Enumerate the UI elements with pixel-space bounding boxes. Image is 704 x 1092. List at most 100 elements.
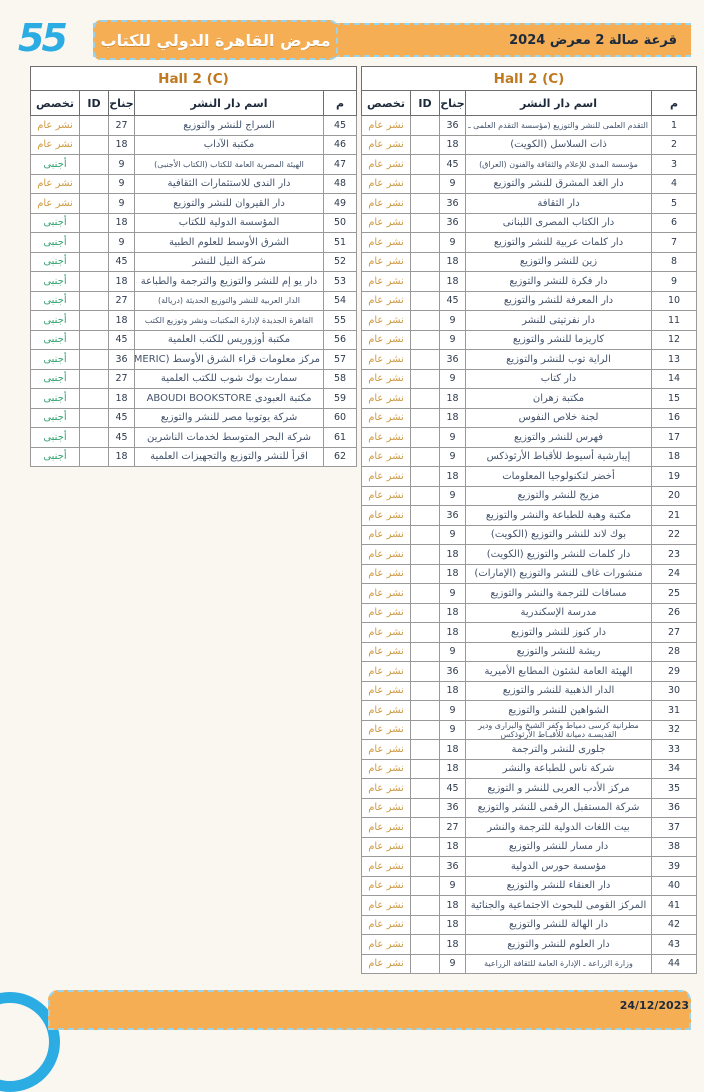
cell-publisher-name: شركة البحر المتوسط لخدمات الناشرين	[134, 427, 324, 448]
cell-publisher-name: شركة المستقبل الرقمى للنشر والتوزيع	[465, 797, 652, 818]
cell-booth: 18	[439, 134, 466, 155]
cell-spec: نشر عام	[361, 583, 411, 604]
cell-booth: 18	[439, 271, 466, 292]
cell-booth: 18	[108, 310, 135, 331]
cell-id	[79, 193, 109, 214]
cell-spec: نشر عام	[361, 875, 411, 896]
cell-publisher-name: دار مسار للنشر والتوزيع	[465, 836, 652, 857]
table-row: 24 منشورات غاف للنشر والتوزيع (الإمارات) 1…	[361, 563, 697, 584]
cell-spec: نشر عام	[361, 485, 411, 506]
table-row: 11 دار نفرتيتى للنشر 9 نشر عام	[361, 310, 697, 331]
cell-id	[410, 271, 440, 292]
cell-id	[410, 193, 440, 214]
cell-publisher-name: مسافات للترجمة والنشر والتوزيع	[465, 583, 652, 604]
cell-spec: نشر عام	[361, 856, 411, 877]
cell-publisher-name: مكتبة أوزوريس للكتب العلمية	[134, 329, 324, 350]
cell-booth: 45	[439, 778, 466, 799]
cell-booth: 18	[439, 622, 466, 643]
cell-publisher-name: الراية توب للنشر والتوزيع	[465, 349, 652, 370]
cell-booth: 45	[108, 251, 135, 272]
cell-publisher-name: دار القيروان للنشر والتوزيع	[134, 193, 324, 214]
cell-spec: نشر عام	[361, 329, 411, 350]
cell-spec: نشر عام	[361, 193, 411, 214]
cell-num: 14	[651, 368, 697, 389]
table-row: 23 دار كلمات للنشر والتوزيع (الكويت) 18 نشر…	[361, 544, 697, 565]
cell-publisher-name: شركة ناس للطباعة والنشر	[465, 758, 652, 779]
cell-num: 17	[651, 427, 697, 448]
table-row: 32 مطرانية كرسى دمياط وكفر الشيخ والبرارى…	[361, 719, 697, 740]
cell-booth: 18	[439, 836, 466, 857]
hall-header-row: Hall 2 (C)	[361, 66, 697, 91]
cell-spec: نشر عام	[361, 836, 411, 857]
cell-id	[79, 407, 109, 428]
col-header-booth: جناح	[439, 90, 466, 116]
cell-id	[79, 154, 109, 175]
cell-id	[79, 271, 109, 292]
cell-publisher-name: دار العلوم للنشر والتوزيع	[465, 934, 652, 955]
cell-num: 35	[651, 778, 697, 799]
table-row: 44 وزارة الزراعة ـ الإدارة العامة للثقافة…	[361, 953, 697, 974]
table-row: 39 مؤسسة حورس الدولية 36 نشر عام	[361, 856, 697, 877]
table-row: 41 المركز القومى للبحوث الاجتماعية والجنا…	[361, 895, 697, 916]
cell-publisher-name: دار العنقاء للنشر والتوزيع	[465, 875, 652, 896]
table-row: 35 مركز الأدب العربى للنشر و التوزيع 45 نشر…	[361, 778, 697, 799]
cell-num: 54	[323, 290, 357, 311]
cell-spec: نشر عام	[361, 173, 411, 194]
cell-booth: 9	[439, 641, 466, 662]
cell-id	[410, 134, 440, 155]
cell-spec: نشر عام	[361, 290, 411, 311]
cell-publisher-name: دار نفرتيتى للنشر	[465, 310, 652, 331]
cell-num: 36	[651, 797, 697, 818]
table-row: 26 مدرسة الإسكندرية 18 نشر عام	[361, 602, 697, 623]
cell-publisher-name: شركة النيل للنشر	[134, 251, 324, 272]
cell-num: 21	[651, 505, 697, 526]
cell-num: 49	[323, 193, 357, 214]
column-header-row: م اسم دار النشر جناح ID تخصص	[30, 90, 357, 116]
cell-booth: 9	[439, 446, 466, 467]
table-row: 34 شركة ناس للطباعة والنشر 18 نشر عام	[361, 758, 697, 779]
table-row: 22 بوك لاند للنشر والتوزيع (الكويت) 9 نشر ع…	[361, 524, 697, 545]
table-row: 2 ذات السلاسل (الكويت) 18 نشر عام	[361, 134, 697, 155]
cell-booth: 18	[439, 407, 466, 428]
cell-publisher-name: دار فكرة للنشر والتوزيع	[465, 271, 652, 292]
cell-spec: أجنبى	[30, 349, 80, 370]
cell-num: 2	[651, 134, 697, 155]
footer-bar: 24/12/2023	[48, 990, 691, 1030]
edition-number: 55	[18, 16, 68, 60]
cell-spec: أجنبى	[30, 388, 80, 409]
hall-header-row: Hall 2 (C)	[30, 66, 357, 91]
table-row: 48 دار الندى للاستثمارات الثقافية 9 نشر عام	[30, 173, 357, 194]
cell-spec: نشر عام	[361, 505, 411, 526]
cell-num: 15	[651, 388, 697, 409]
cell-num: 61	[323, 427, 357, 448]
hall-title: Hall 2 (C)	[361, 66, 697, 91]
cell-id	[410, 290, 440, 311]
col-header-num: م	[323, 90, 357, 116]
table-row: 25 مسافات للترجمة والنشر والتوزيع 9 نشر عام	[361, 583, 697, 604]
cell-booth: 18	[439, 602, 466, 623]
page-title: قرعة صالة 2 معرض 2024	[509, 32, 677, 48]
cell-num: 10	[651, 290, 697, 311]
cell-publisher-name: دار الغد المشرق للنشر والتوزيع	[465, 173, 652, 194]
cell-id	[410, 661, 440, 682]
table-row: 53 دار يو إم للنشر والتوزيع والترجمة والط…	[30, 271, 357, 292]
fair-logo-text: معرض القاهرة الدولي للكتاب	[100, 30, 331, 50]
cell-id	[410, 953, 440, 974]
cell-id	[79, 427, 109, 448]
cell-booth: 36	[439, 661, 466, 682]
cell-booth: 9	[439, 329, 466, 350]
cell-id	[410, 232, 440, 253]
cell-num: 48	[323, 173, 357, 194]
cell-num: 34	[651, 758, 697, 779]
cell-publisher-name: إيبارشية أسيوط للأقباط الأرثوذكس	[465, 446, 652, 467]
cell-spec: نشر عام	[361, 446, 411, 467]
table-row: 8 زين للنشر والتوزيع 18 نشر عام	[361, 251, 697, 272]
cell-num: 8	[651, 251, 697, 272]
col-header-num: م	[651, 90, 697, 116]
cell-booth: 9	[108, 232, 135, 253]
cell-booth: 36	[439, 115, 466, 136]
cell-spec: أجنبى	[30, 446, 80, 467]
cell-booth: 9	[439, 310, 466, 331]
cell-num: 13	[651, 349, 697, 370]
cell-id	[79, 446, 109, 467]
